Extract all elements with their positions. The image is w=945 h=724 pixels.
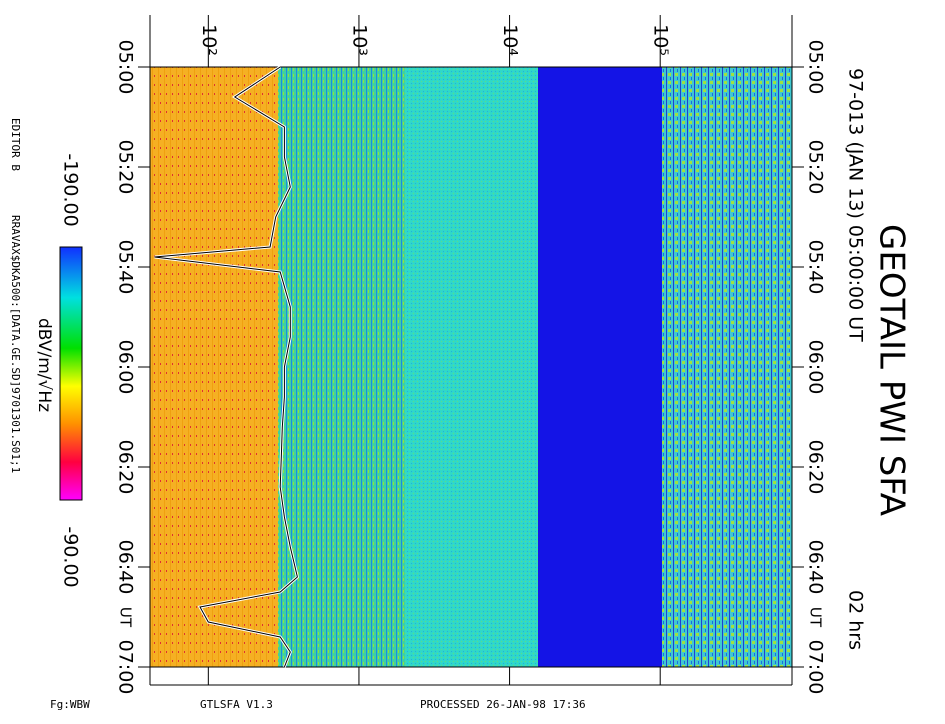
editor: EDITOR B bbox=[9, 118, 22, 171]
y-tick-label: 05:20 bbox=[115, 140, 137, 195]
band bbox=[150, 67, 278, 667]
y-unit: UT bbox=[807, 607, 825, 628]
y-tick-label: 05:00 bbox=[115, 40, 137, 95]
band bbox=[405, 67, 538, 667]
y-tick-label: 05:00 bbox=[805, 40, 827, 95]
chart-title: GEOTAIL PWI SFA bbox=[872, 224, 912, 516]
y-tick-label: 06:40 bbox=[805, 540, 827, 595]
colorbar-tick-label: -190.00 bbox=[60, 153, 82, 226]
y-tick-label: 06:00 bbox=[115, 340, 137, 395]
chart-subtitle: 97-013 (JAN 13) 05:00:00 UT bbox=[845, 68, 867, 342]
band bbox=[662, 67, 792, 667]
colorbar bbox=[59, 246, 83, 501]
y-unit: UT bbox=[117, 607, 135, 628]
y-tick-label: 06:00 bbox=[805, 340, 827, 395]
y-tick-label: 07:00 bbox=[805, 640, 827, 695]
x-tick-label: 10⁴ bbox=[499, 24, 521, 56]
footer: GTLSFA V1.3 bbox=[200, 698, 273, 711]
trace bbox=[154, 66, 298, 668]
y-tick-label: 05:40 bbox=[805, 240, 827, 295]
y-tick-label: 05:20 bbox=[805, 140, 827, 195]
y-tick-label: 06:20 bbox=[805, 440, 827, 495]
y-tick-label: 05:40 bbox=[115, 240, 137, 295]
band bbox=[278, 67, 405, 667]
x-tick-label: 10³ bbox=[348, 24, 370, 56]
colorbar-label: dBV/m/√Hz bbox=[34, 318, 54, 412]
x-tick-label: 10² bbox=[198, 24, 220, 56]
y-tick-label: 06:20 bbox=[115, 440, 137, 495]
spectrogram-bands bbox=[150, 67, 792, 667]
y-tick-label: 06:40 bbox=[115, 540, 137, 595]
x-tick-label: 10⁵ bbox=[650, 24, 672, 56]
footer: Fg:WBW bbox=[50, 698, 90, 711]
colorbar-tick-label: -90.00 bbox=[60, 526, 82, 587]
duration: 02 hrs bbox=[845, 590, 867, 650]
footer: PROCESSED 26-JAN-98 17:36 bbox=[420, 698, 586, 711]
file-name: RRAVAX$DKA500:[DATA.GE.SD]9701301.S01;1 bbox=[9, 215, 22, 473]
band bbox=[538, 67, 662, 667]
y-tick-label: 07:00 bbox=[115, 640, 137, 695]
